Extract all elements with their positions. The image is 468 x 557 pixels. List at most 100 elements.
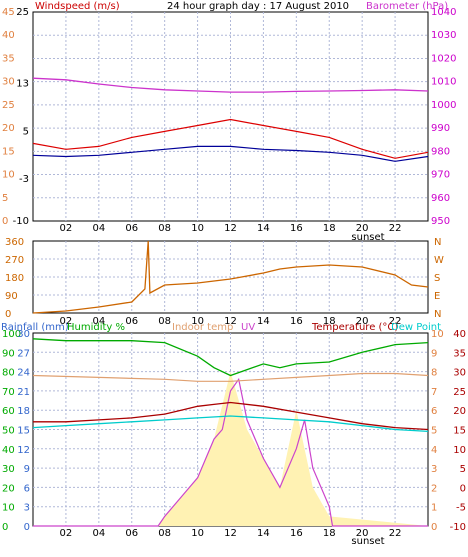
wind-tick-alt-9: 0: [2, 216, 8, 227]
baro-tick-1030: 1030: [431, 30, 456, 41]
p3-xtick-20: 20: [356, 528, 369, 539]
baro-tick-1020: 1020: [431, 53, 456, 64]
rain-tick-24: 24: [17, 368, 30, 379]
rain-tick-18: 18: [17, 406, 30, 417]
indoor-temp-axis-title: Indoor temp: [172, 322, 233, 333]
uv-tick-6: 6: [431, 406, 437, 417]
rainfall-axis-title: Rainfall (mm): [1, 322, 69, 333]
dir-tick-90: 90: [5, 291, 18, 302]
baro-tick-990: 990: [431, 123, 450, 134]
p2-xtick-02: 02: [60, 316, 73, 327]
temp-tick-15: 15: [453, 426, 466, 437]
wind-tick-ms-2: 5: [23, 126, 29, 137]
p3-xtick-22: 22: [389, 528, 402, 539]
humidity-tick-100: 100: [2, 329, 21, 340]
wind-tick-alt-3: 30: [2, 77, 15, 88]
humidity-axis-title: Humidity %: [67, 322, 125, 333]
wind-tick-alt-1: 40: [2, 30, 15, 41]
wind-baro-panel: 24 hour graph day : 17 August 2010 Winds…: [2, 1, 456, 243]
p2-xtick-14: 14: [257, 316, 270, 327]
dir-tick-360: 360: [5, 237, 24, 248]
chart-title: 24 hour graph day : 17 August 2010: [167, 1, 349, 12]
wind-tick-ms-0: 25: [16, 7, 29, 18]
p3-xtick-06: 06: [125, 528, 138, 539]
barometer-axis-title: Barometer (hPa): [366, 1, 448, 12]
p1-xtick-04: 04: [92, 223, 105, 234]
p1-xtick-18: 18: [323, 223, 336, 234]
wind-tick-ms-4: -10: [13, 216, 29, 227]
humidity-tick-50: 50: [2, 426, 15, 437]
p2-xtick-08: 08: [158, 316, 171, 327]
p3-xtick-14: 14: [257, 528, 270, 539]
baro-tick-980: 980: [431, 146, 450, 157]
p2-xtick-16: 16: [290, 316, 303, 327]
indoor-temp-line: [32, 372, 429, 382]
temp-tick--10: -10: [450, 522, 466, 533]
humidity-line: [32, 338, 429, 377]
p2-xtick-18: 18: [323, 316, 336, 327]
wind-tick-alt-4: 25: [2, 100, 15, 111]
uv-tick-7: 7: [431, 387, 437, 398]
p2-xtick-04: 04: [92, 316, 105, 327]
baro-tick-960: 960: [431, 193, 450, 204]
rain-tick-9: 9: [24, 464, 30, 475]
humidity-tick-70: 70: [2, 387, 15, 398]
humidity-tick-60: 60: [2, 406, 15, 417]
wind-tick-alt-0: 45: [2, 7, 15, 18]
wind-tick-ms-3: -3: [19, 174, 29, 185]
p1-xtick-14: 14: [257, 223, 270, 234]
baro-tick-1010: 1010: [431, 77, 456, 88]
uv-tick-5: 5: [431, 426, 437, 437]
wind-tick-alt-6: 15: [2, 146, 15, 157]
wind-tick-ms-1: 13: [16, 79, 29, 90]
temp-tick-0: 0: [460, 483, 466, 494]
p2-xtick-06: 06: [125, 316, 138, 327]
p1-xtick-10: 10: [191, 223, 204, 234]
p1-xtick-20: 20: [356, 223, 369, 234]
uv-tick-2: 2: [431, 483, 437, 494]
dir-tick-0: 0: [5, 309, 11, 320]
p3-xtick-12: 12: [224, 528, 237, 539]
wind-tick-alt-2: 35: [2, 53, 15, 64]
humidity-tick-0: 0: [2, 522, 8, 533]
uv-tick-10: 10: [431, 329, 444, 340]
baro-tick-970: 970: [431, 170, 450, 181]
uv-tick-0: 0: [431, 522, 437, 533]
baro-tick-1000: 1000: [431, 100, 456, 111]
baro-tick-1040: 1040: [431, 7, 456, 18]
gust-line: [32, 118, 429, 159]
temp-tick-40: 40: [453, 329, 466, 340]
temp-tick-20: 20: [453, 406, 466, 417]
uv-tick-4: 4: [431, 445, 437, 456]
p3-xtick-02: 02: [60, 528, 73, 539]
humidity-tick-80: 80: [2, 368, 15, 379]
p2-xtick-12: 12: [224, 316, 237, 327]
p1-xtick-08: 08: [158, 223, 171, 234]
p1-xtick-16: 16: [290, 223, 303, 234]
p2-xtick-20: 20: [356, 316, 369, 327]
sunset-label-bottom: sunset: [351, 536, 384, 547]
uv-tick-8: 8: [431, 368, 437, 379]
temp-tick-25: 25: [453, 387, 466, 398]
p2-xtick-22: 22: [389, 316, 402, 327]
wind-tick-alt-8: 5: [2, 193, 8, 204]
rain-tick-21: 21: [17, 387, 30, 398]
solar-area: [33, 371, 428, 526]
compass-label-2: S: [434, 273, 440, 284]
dir-tick-180: 180: [5, 273, 24, 284]
humidity-tick-40: 40: [2, 445, 15, 456]
rain-tick-3: 3: [24, 503, 30, 514]
rain-tick-6: 6: [24, 483, 30, 494]
compass-label-1: W: [434, 255, 444, 266]
humidity-tick-20: 20: [2, 483, 15, 494]
p3-xtick-16: 16: [290, 528, 303, 539]
windspeed-line: [32, 145, 429, 162]
p3-xtick-08: 08: [158, 528, 171, 539]
p1-xtick-06: 06: [125, 223, 138, 234]
rain-tick-15: 15: [17, 426, 30, 437]
rain-tick-12: 12: [17, 445, 30, 456]
humidity-tick-90: 90: [2, 348, 15, 359]
rain-tick-27: 27: [17, 348, 30, 359]
dewpoint-axis-title: Dew Point: [391, 322, 441, 333]
p3-xtick-10: 10: [191, 528, 204, 539]
